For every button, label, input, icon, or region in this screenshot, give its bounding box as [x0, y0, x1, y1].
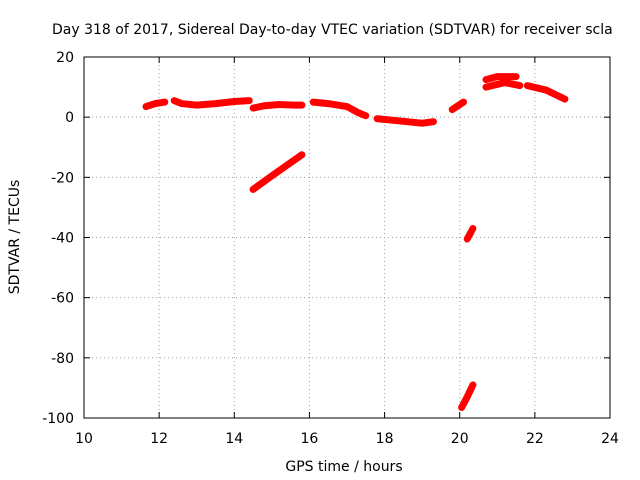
y-tick-label: -40 — [51, 231, 74, 247]
series-arc-5 — [373, 115, 437, 127]
x-tick-label: 18 — [376, 431, 394, 447]
series-group — [142, 73, 569, 411]
y-tick-label: -100 — [42, 411, 74, 427]
series-arc-3 — [249, 100, 306, 112]
x-tick-label: 10 — [75, 431, 93, 447]
series-arc-8 — [482, 79, 524, 91]
x-tick-label: 12 — [150, 431, 168, 447]
y-tick-label: 20 — [56, 50, 74, 66]
x-tick-label: 22 — [526, 431, 544, 447]
series-arc-7 — [482, 73, 520, 84]
y-tick-label: 0 — [65, 110, 74, 126]
x-axis-label: GPS time / hours — [285, 459, 402, 475]
x-tick-labels: 10 12 14 16 18 20 22 24 — [75, 431, 619, 447]
y-tick-label: -60 — [51, 291, 74, 307]
plot-frame — [83, 56, 611, 419]
axis-ticks — [83, 56, 611, 419]
series-arc-2 — [170, 97, 253, 109]
series-arc-6 — [448, 98, 467, 114]
x-tick-label: 20 — [451, 431, 469, 447]
series-arc-12 — [458, 381, 477, 411]
series-arc-1 — [142, 98, 169, 111]
x-tick-label: 14 — [225, 431, 243, 447]
y-tick-labels: -100 -80 -60 -40 -20 0 20 — [42, 50, 74, 427]
y-axis-label: SDTVAR / TECUs — [7, 180, 23, 295]
x-tick-label: 24 — [601, 431, 619, 447]
series-arc-10 — [249, 151, 306, 193]
chart-title: Day 318 of 2017, Sidereal Day-to-day VTE… — [52, 22, 613, 38]
grid-lines — [84, 57, 610, 418]
x-tick-label: 16 — [301, 431, 319, 447]
y-tick-label: -20 — [51, 170, 74, 186]
series-arc-9 — [523, 82, 569, 103]
series-arc-4 — [309, 98, 370, 120]
series-arc-11 — [463, 225, 477, 243]
y-tick-label: -80 — [51, 351, 74, 367]
